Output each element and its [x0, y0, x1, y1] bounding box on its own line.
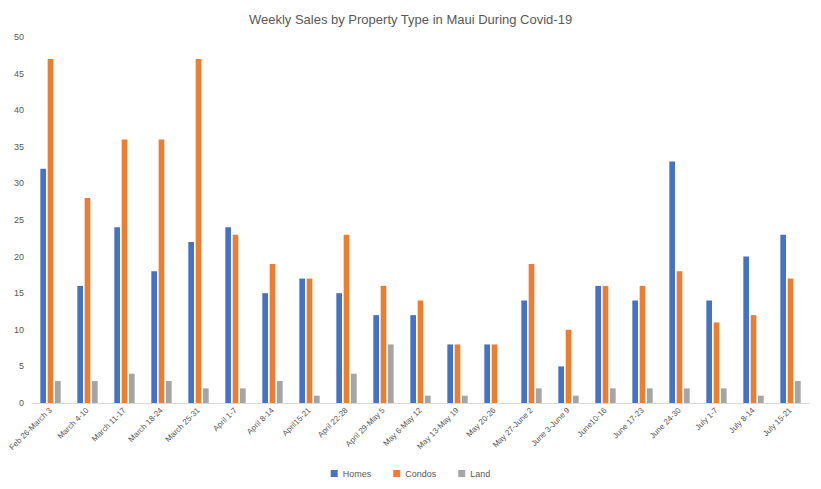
svg-text:45: 45 [14, 69, 24, 79]
svg-text:June 17-23: June 17-23 [611, 405, 646, 440]
svg-text:June 24-30: June 24-30 [648, 405, 683, 440]
svg-text:July 8-14: July 8-14 [727, 405, 757, 435]
svg-text:July 15-21: July 15-21 [761, 405, 794, 438]
svg-text:April15-21: April15-21 [281, 405, 313, 437]
svg-text:50: 50 [14, 32, 24, 42]
svg-text:May 13-May 19: May 13-May 19 [415, 405, 461, 451]
svg-text:35: 35 [14, 142, 24, 152]
svg-text:May 27-June 2: May 27-June 2 [491, 405, 535, 449]
svg-text:June 3-June 9: June 3-June 9 [530, 405, 573, 448]
svg-text:March 11-17: March 11-17 [90, 405, 128, 443]
svg-text:July 1-7: July 1-7 [694, 405, 721, 432]
svg-text:Feb 26-March 3: Feb 26-March 3 [7, 405, 54, 452]
svg-text:25: 25 [14, 215, 24, 225]
svg-text:Homes: Homes [343, 469, 372, 479]
svg-text:March 4-10: March 4-10 [56, 405, 91, 440]
svg-text:April 1-7: April 1-7 [211, 405, 239, 433]
svg-text:5: 5 [19, 361, 24, 371]
svg-text:15: 15 [14, 288, 24, 298]
svg-text:20: 20 [14, 252, 24, 262]
svg-text:10: 10 [14, 325, 24, 335]
svg-text:0: 0 [19, 398, 24, 408]
svg-text:April 8-14: April 8-14 [245, 405, 276, 436]
svg-text:May 6-May 12: May 6-May 12 [381, 405, 424, 448]
svg-text:40: 40 [14, 105, 24, 115]
svg-text:30: 30 [14, 178, 24, 188]
svg-text:April 22-28: April 22-28 [316, 405, 350, 439]
svg-text:March 25-31: March 25-31 [164, 405, 202, 443]
svg-text:March 18-24: March 18-24 [127, 405, 165, 443]
svg-text:Weekly Sales by Property Type: Weekly Sales by Property Type in Maui Du… [249, 12, 572, 27]
svg-text:Condos: Condos [405, 469, 437, 479]
svg-text:Land: Land [470, 469, 490, 479]
svg-text:April 29-May 5: April 29-May 5 [344, 405, 387, 448]
svg-text:May 20-26: May 20-26 [465, 405, 498, 438]
svg-text:June10-16: June10-16 [576, 405, 609, 438]
